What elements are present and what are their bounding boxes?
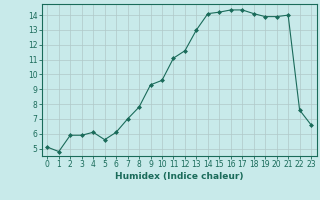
X-axis label: Humidex (Indice chaleur): Humidex (Indice chaleur) [115, 172, 244, 181]
